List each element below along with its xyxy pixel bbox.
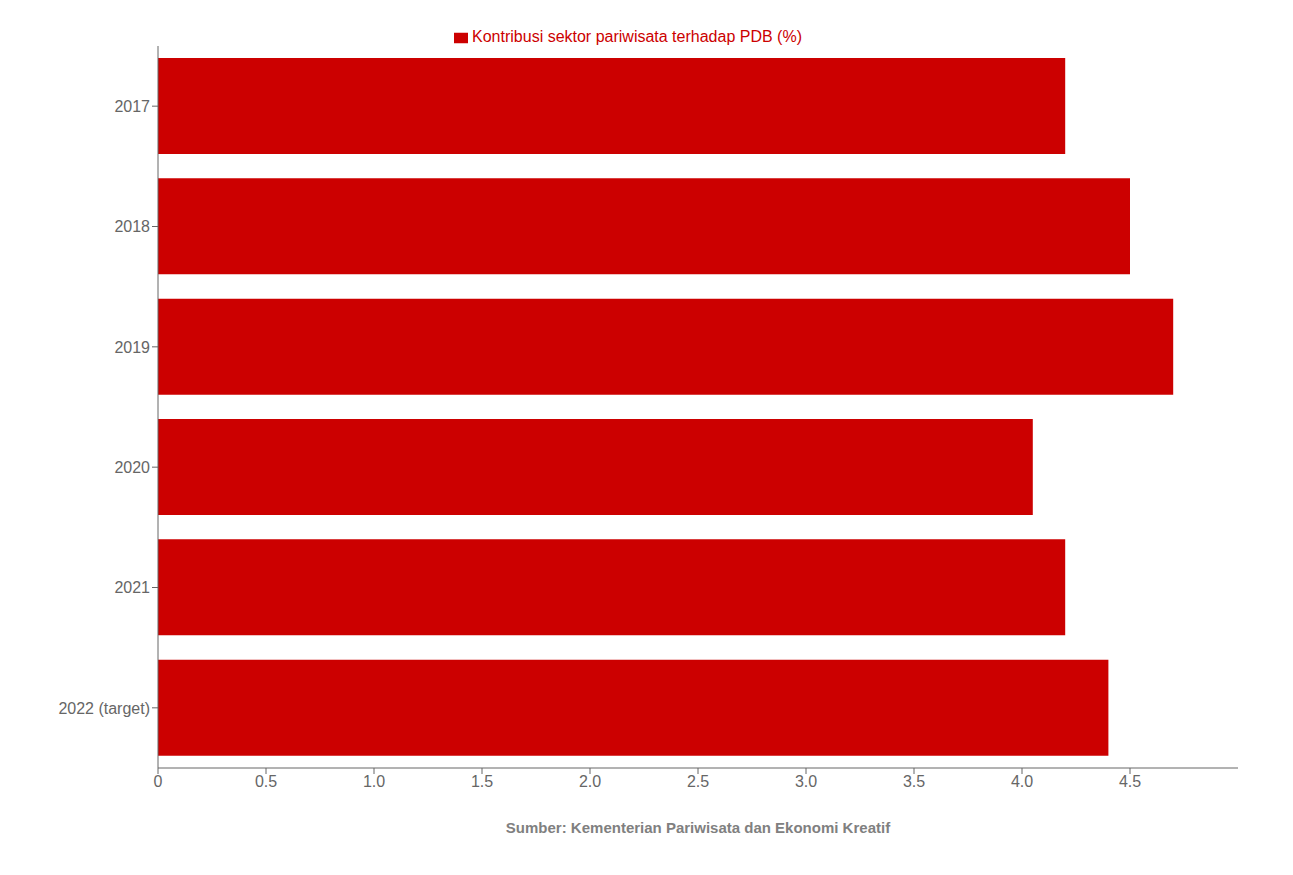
svg-text:2018: 2018 (114, 218, 150, 235)
svg-text:Sumber: Kementerian Pariwisata: Sumber: Kementerian Pariwisata dan Ekono… (506, 819, 891, 836)
svg-text:2020: 2020 (114, 459, 150, 476)
svg-text:4.5: 4.5 (1119, 773, 1141, 790)
svg-text:0: 0 (154, 773, 163, 790)
svg-text:4.0: 4.0 (1011, 773, 1033, 790)
svg-text:0.5: 0.5 (255, 773, 277, 790)
svg-text:3.0: 3.0 (795, 773, 817, 790)
svg-text:1.0: 1.0 (363, 773, 385, 790)
svg-text:3.5: 3.5 (903, 773, 925, 790)
html-text:Kontribusi sektor pariwisata t: Kontribusi sektor pariwisata terhadap PD… (472, 28, 802, 45)
svg-text:2022 (target): 2022 (target) (58, 700, 150, 717)
svg-text:1.5: 1.5 (471, 773, 493, 790)
svg-text:2017: 2017 (114, 98, 150, 115)
svg-text:2.0: 2.0 (579, 773, 601, 790)
svg-text:2.5: 2.5 (687, 773, 709, 790)
svg-text:2021: 2021 (114, 579, 150, 596)
svg-text:2019: 2019 (114, 339, 150, 356)
